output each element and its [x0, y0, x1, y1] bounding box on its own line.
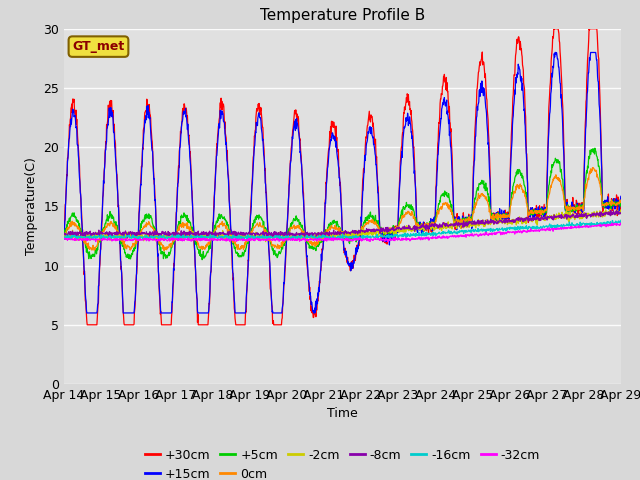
0cm: [161, 248, 168, 254]
-2cm: [60, 233, 68, 239]
Line: -8cm: -8cm: [64, 211, 621, 238]
+15cm: [551, 49, 559, 55]
Line: +15cm: +15cm: [64, 52, 621, 313]
0cm: [589, 165, 596, 170]
Text: GT_met: GT_met: [72, 40, 125, 53]
+5cm: [429, 222, 437, 228]
Title: Temperature Profile B: Temperature Profile B: [260, 9, 425, 24]
0cm: [551, 175, 559, 181]
-8cm: [607, 208, 614, 214]
-16cm: [60, 236, 68, 241]
+5cm: [198, 257, 206, 263]
-16cm: [617, 217, 625, 223]
+15cm: [552, 49, 559, 55]
+30cm: [617, 201, 625, 207]
-8cm: [171, 230, 179, 236]
+15cm: [184, 131, 192, 137]
-32cm: [246, 237, 254, 242]
+30cm: [60, 226, 68, 231]
-16cm: [196, 238, 204, 243]
-2cm: [429, 225, 437, 230]
Line: -32cm: -32cm: [64, 223, 621, 242]
+5cm: [184, 219, 191, 225]
+15cm: [502, 215, 509, 220]
+30cm: [502, 216, 509, 221]
+15cm: [246, 213, 254, 219]
-2cm: [606, 206, 614, 212]
Y-axis label: Temperature(C): Temperature(C): [25, 157, 38, 255]
+30cm: [550, 26, 557, 32]
-32cm: [616, 220, 624, 226]
-16cm: [246, 233, 254, 239]
+5cm: [551, 158, 559, 164]
+30cm: [184, 128, 192, 134]
+5cm: [617, 200, 625, 206]
+15cm: [617, 193, 625, 199]
0cm: [184, 226, 192, 231]
0cm: [246, 231, 254, 237]
-8cm: [246, 230, 254, 236]
+5cm: [246, 230, 254, 236]
+15cm: [429, 227, 437, 233]
-16cm: [170, 234, 178, 240]
-2cm: [246, 232, 254, 238]
-8cm: [184, 232, 192, 238]
-16cm: [502, 228, 509, 234]
-2cm: [551, 215, 559, 220]
-8cm: [429, 221, 437, 227]
-16cm: [551, 223, 559, 228]
+5cm: [60, 232, 68, 238]
-2cm: [184, 233, 191, 239]
+15cm: [83, 310, 91, 316]
-2cm: [170, 235, 178, 241]
-32cm: [502, 230, 509, 236]
-8cm: [502, 219, 509, 225]
-32cm: [60, 236, 68, 241]
Line: 0cm: 0cm: [64, 168, 621, 251]
0cm: [171, 235, 179, 240]
-8cm: [124, 235, 131, 241]
Line: -16cm: -16cm: [64, 220, 621, 240]
-32cm: [385, 239, 392, 245]
+30cm: [246, 209, 254, 215]
-32cm: [429, 235, 437, 240]
+30cm: [429, 223, 437, 228]
-8cm: [60, 231, 68, 237]
-16cm: [184, 236, 191, 242]
Line: +5cm: +5cm: [64, 148, 621, 260]
0cm: [502, 212, 509, 218]
Line: -2cm: -2cm: [64, 209, 621, 241]
0cm: [429, 220, 437, 226]
-32cm: [170, 237, 178, 242]
-2cm: [617, 207, 625, 213]
-8cm: [551, 214, 559, 219]
+30cm: [171, 252, 179, 258]
Legend: +30cm, +15cm, +5cm, 0cm, -2cm, -8cm, -16cm, -32cm: +30cm, +15cm, +5cm, 0cm, -2cm, -8cm, -16…: [140, 444, 545, 480]
+5cm: [591, 145, 598, 151]
0cm: [617, 199, 625, 204]
-2cm: [262, 239, 269, 244]
+5cm: [170, 238, 178, 244]
X-axis label: Time: Time: [327, 408, 358, 420]
0cm: [60, 233, 68, 239]
+30cm: [83, 322, 91, 328]
-32cm: [617, 221, 625, 227]
+30cm: [552, 26, 559, 32]
-8cm: [617, 210, 625, 216]
-2cm: [502, 218, 509, 224]
-16cm: [429, 233, 437, 239]
-32cm: [184, 236, 191, 242]
+15cm: [171, 250, 179, 256]
Line: +30cm: +30cm: [64, 29, 621, 325]
+15cm: [60, 233, 68, 239]
+5cm: [502, 215, 509, 220]
-32cm: [551, 226, 559, 232]
